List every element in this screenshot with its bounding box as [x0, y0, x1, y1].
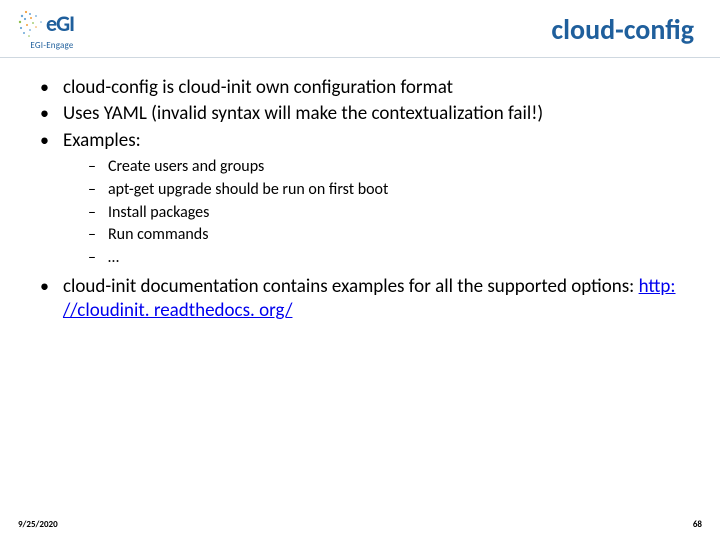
- footer-date: 9/25/2020: [18, 519, 58, 530]
- logo-text: eGI: [46, 10, 74, 37]
- sub-bullet-item: …: [88, 248, 680, 269]
- sub-bullet-item: Create users and groups: [88, 157, 680, 178]
- sub-bullet-text: Create users and groups: [108, 157, 264, 178]
- bullet-text: Examples:: [63, 129, 141, 153]
- slide-header: eGI EGI-Engage cloud-config: [0, 0, 720, 55]
- bullet-text: Uses YAML (invalid syntax will make the …: [63, 102, 543, 126]
- bullet-item: Uses YAML (invalid syntax will make the …: [40, 102, 680, 126]
- sub-bullet-item: apt-get upgrade should be run on first b…: [88, 180, 680, 201]
- bullet-item: cloud-init documentation contains exampl…: [40, 275, 680, 324]
- slide-footer: 9/25/2020 68: [0, 519, 720, 530]
- bullet-item: Examples:: [40, 129, 680, 153]
- bullet-text: cloud-config is cloud-init own configura…: [63, 76, 453, 100]
- sub-bullet-item: Install packages: [88, 203, 680, 224]
- slide-content: cloud-config is cloud-init own configura…: [0, 58, 720, 324]
- egi-logo: eGI EGI-Engage: [16, 8, 88, 51]
- slide-title: cloud-config: [551, 12, 694, 47]
- footer-page: 68: [693, 519, 702, 530]
- bullet-item: cloud-config is cloud-init own configura…: [40, 76, 680, 100]
- bullet-text-wrapper: cloud-init documentation contains exampl…: [63, 275, 680, 324]
- logo-graphic: eGI: [16, 8, 88, 40]
- sub-bullet-text: …: [108, 248, 119, 269]
- sub-bullet-item: Run commands: [88, 225, 680, 246]
- main-bullets: cloud-config is cloud-init own configura…: [40, 76, 680, 153]
- sub-bullet-text: Run commands: [108, 225, 208, 246]
- sub-bullet-text: apt-get upgrade should be run on first b…: [108, 180, 388, 201]
- sub-bullets: Create users and groups apt-get upgrade …: [88, 157, 680, 269]
- logo-subtitle: EGI-Engage: [30, 40, 73, 51]
- main-bullets-after: cloud-init documentation contains exampl…: [40, 275, 680, 324]
- bullet-text-prefix: cloud-init documentation contains exampl…: [63, 275, 639, 298]
- sub-bullet-text: Install packages: [108, 203, 209, 224]
